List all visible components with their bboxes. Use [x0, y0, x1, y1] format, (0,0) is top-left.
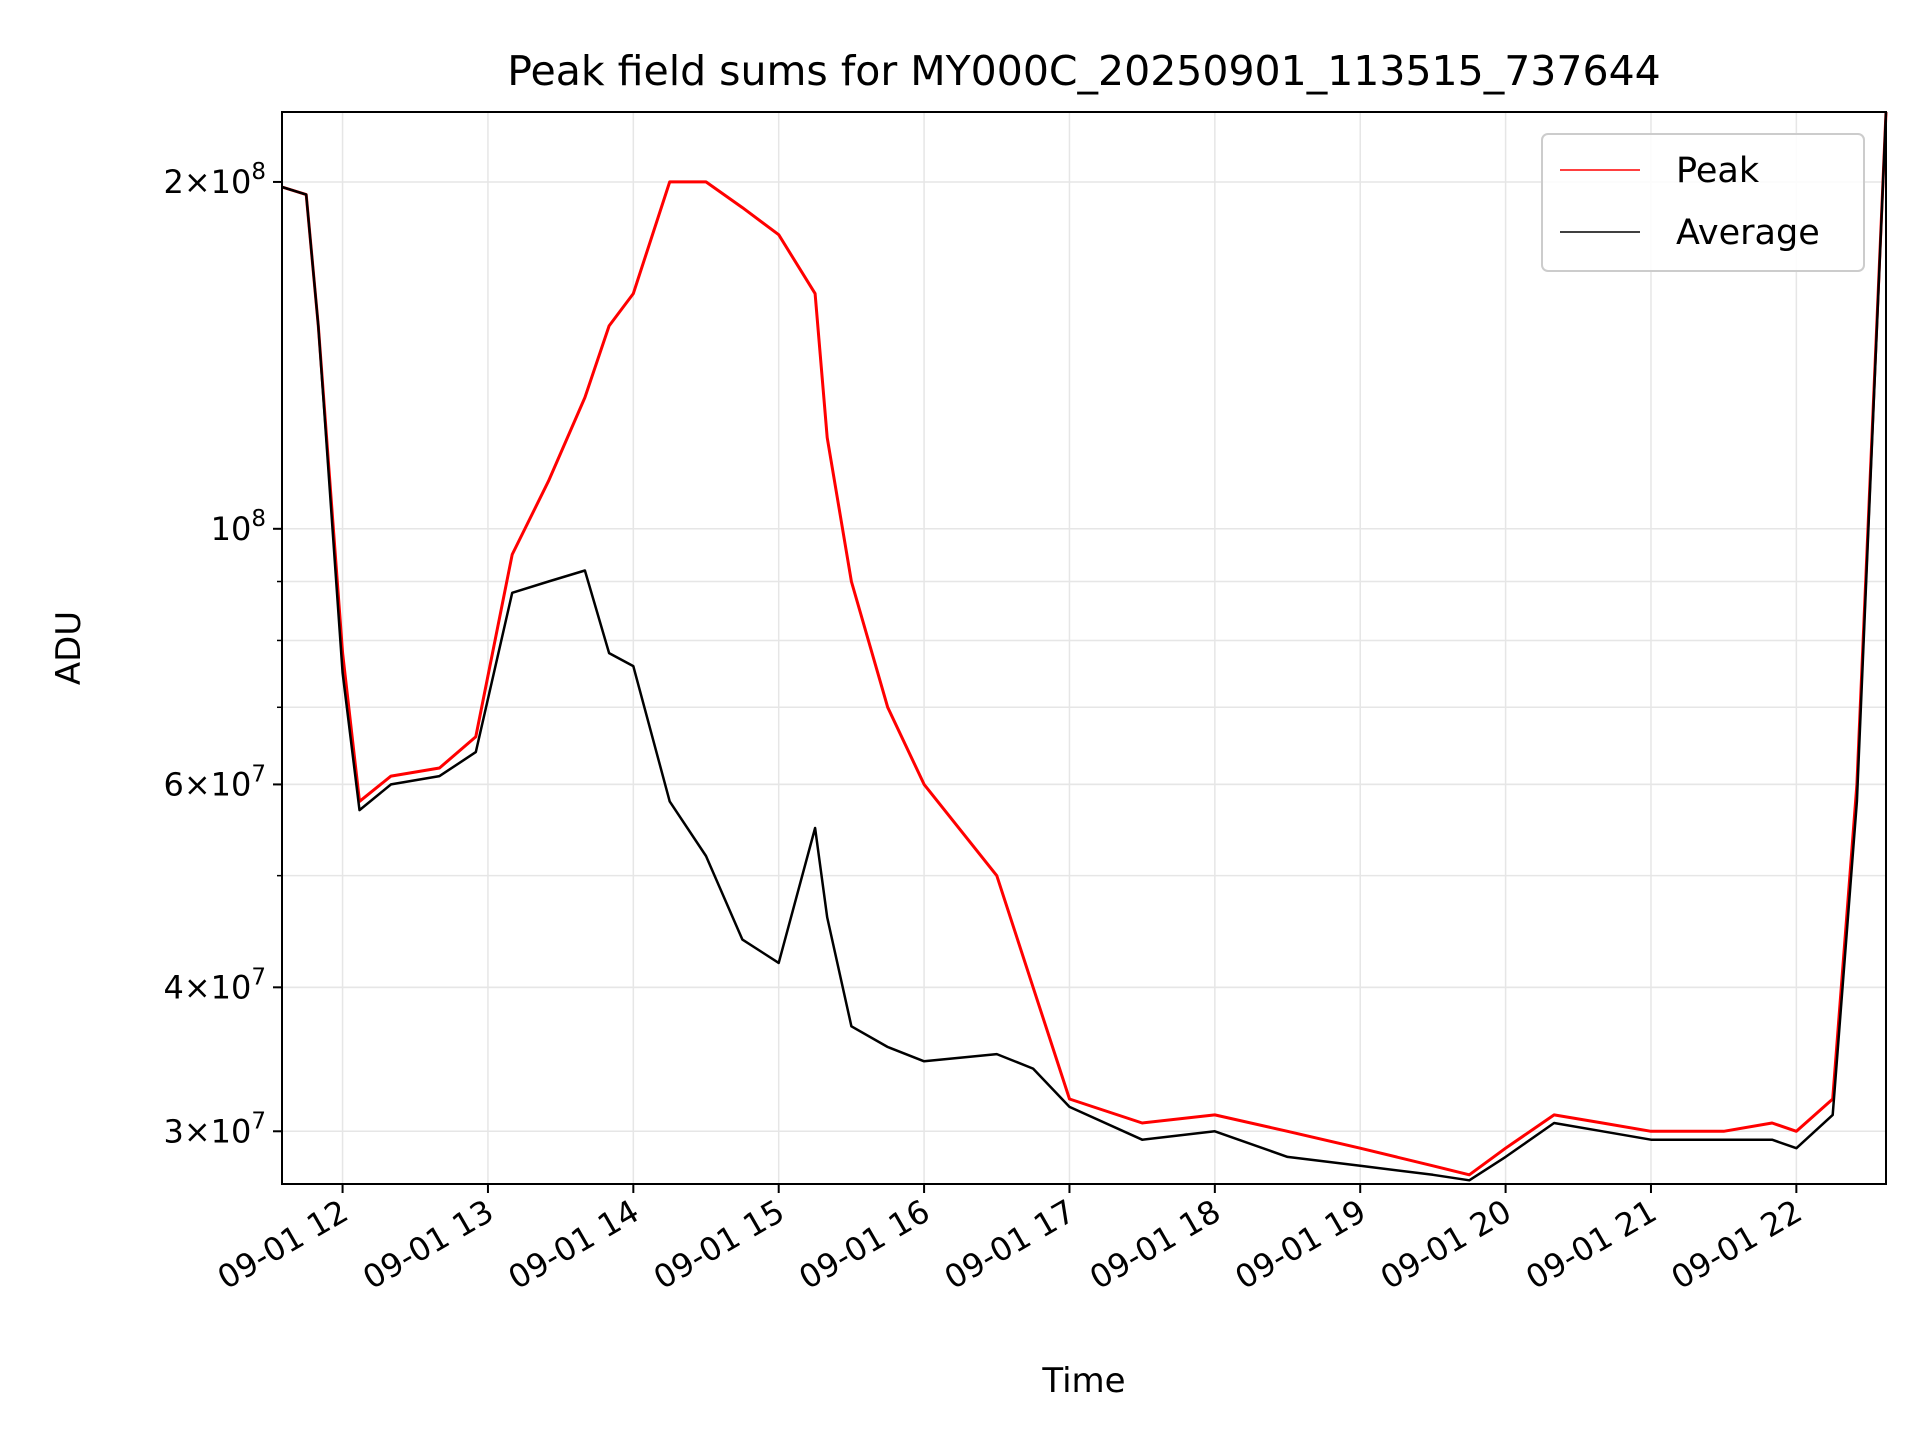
y-tick-label: 2×108: [163, 159, 266, 201]
plot-frame: [281, 111, 1887, 1185]
grid-lines: [282, 112, 1886, 1184]
y-axis-title: ADU: [49, 611, 89, 685]
x-axis-title: Time: [1041, 1361, 1125, 1401]
y-tick-label: 108: [211, 506, 266, 548]
y-tick-label: 6×107: [163, 761, 266, 803]
legend-peak-label: Peak: [1676, 151, 1760, 191]
legend-box: [1541, 133, 1865, 272]
y-axis: 3×107 4×107 6×107 108 2×108: [163, 159, 282, 1150]
y-tick-label: 4×107: [163, 964, 266, 1006]
chart-title: Peak field sums for MY000C_20250901_1135…: [507, 47, 1661, 95]
legend-average-label: Average: [1676, 213, 1820, 253]
legend: Peak Average: [1541, 133, 1865, 272]
series-average-group: [281, 111, 1888, 1182]
y-tick-label: 3×107: [163, 1108, 266, 1150]
